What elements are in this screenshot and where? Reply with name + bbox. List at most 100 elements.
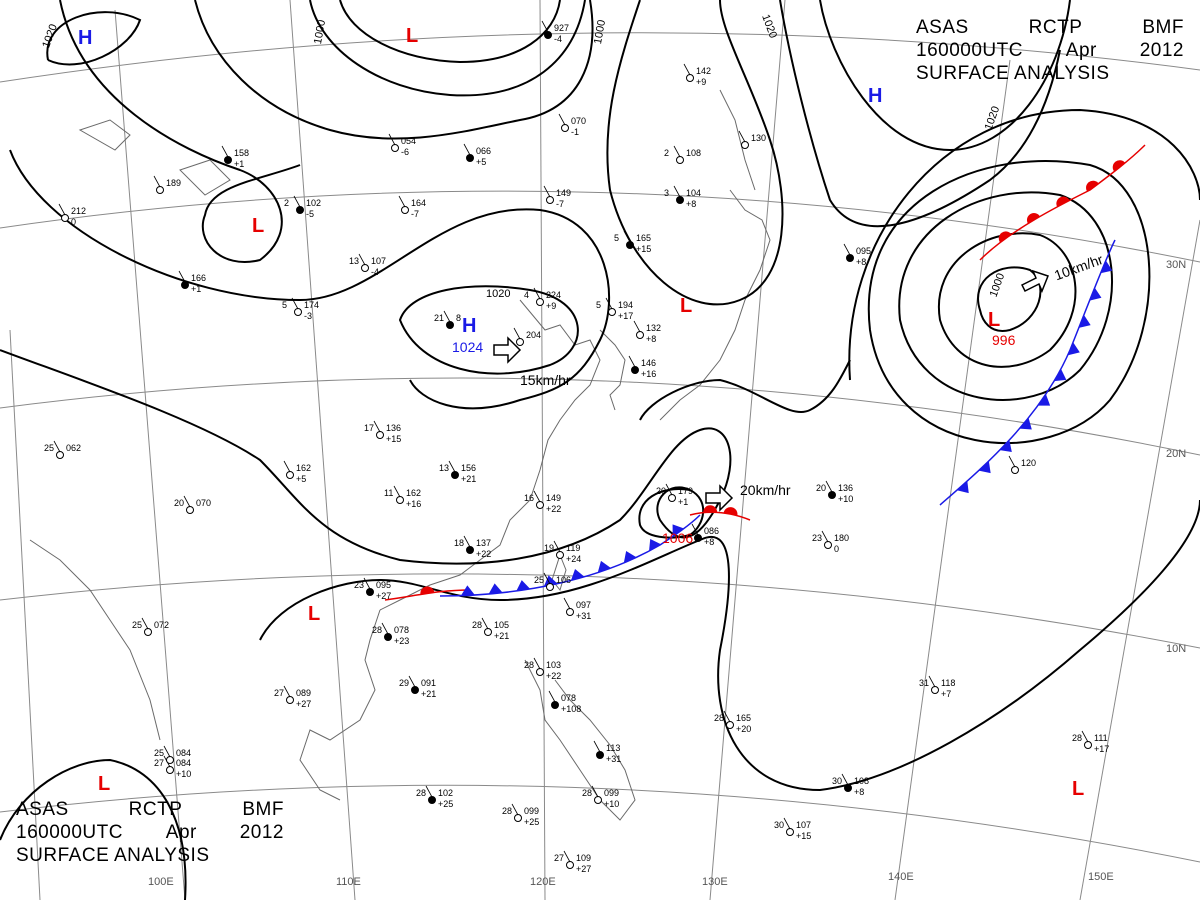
station-plot: 28 102+25 bbox=[416, 785, 453, 809]
station-temp: 28 bbox=[714, 713, 724, 723]
station-plot: 927-4 bbox=[541, 20, 569, 44]
station-pressure: 102 bbox=[306, 198, 321, 208]
station-temp: 25 bbox=[534, 575, 544, 585]
lon-label: 100E bbox=[148, 876, 174, 888]
station-tendency: +8 bbox=[854, 787, 864, 797]
wind-shaft bbox=[513, 327, 521, 340]
station-temp: 5 bbox=[614, 233, 619, 243]
station-circle bbox=[296, 206, 304, 214]
wind-shaft bbox=[293, 195, 301, 208]
station-pressure: 054 bbox=[401, 136, 416, 146]
station-circle bbox=[544, 31, 552, 39]
station-pressure: 095 bbox=[856, 246, 871, 256]
station-plot: 18 137+22 bbox=[454, 535, 491, 559]
wind-shaft bbox=[683, 63, 691, 76]
station-circle bbox=[536, 298, 544, 306]
wind-shaft bbox=[408, 675, 416, 688]
isobar-1000-low bbox=[309, 0, 586, 97]
station-tendency: -7 bbox=[556, 199, 564, 209]
station-circle bbox=[286, 696, 294, 704]
wind-shaft bbox=[723, 710, 731, 723]
station-tendency: +108 bbox=[561, 704, 581, 714]
station-tendency: +27 bbox=[296, 699, 311, 709]
station-pressure: 166 bbox=[191, 273, 206, 283]
station-temp: 27 bbox=[154, 758, 164, 768]
station-tendency: +9 bbox=[696, 77, 706, 87]
motion-label: 20km/hr bbox=[740, 482, 791, 498]
title-product: SURFACE ANALYSIS bbox=[16, 845, 210, 866]
station-circle bbox=[596, 751, 604, 759]
station-plot: 120 bbox=[1008, 455, 1036, 474]
station-tendency: +24 bbox=[566, 554, 581, 564]
warm-front-semicircle bbox=[1112, 160, 1126, 172]
station-circle bbox=[608, 308, 616, 316]
station-temp: 21 bbox=[434, 313, 444, 323]
station-plot: 28 111+17 bbox=[1072, 730, 1109, 754]
title-month: Apr bbox=[165, 822, 197, 843]
station-plot: 164-7 bbox=[398, 195, 426, 219]
wind-shaft bbox=[591, 785, 599, 798]
station-pressure: 120 bbox=[1021, 458, 1036, 468]
warm-front-pacific bbox=[979, 144, 1146, 261]
station-plot: 28 078+23 bbox=[372, 622, 409, 646]
station-plot: 28 099+25 bbox=[502, 803, 539, 827]
station-tendency: +27 bbox=[376, 591, 391, 601]
station-tendency: +8 bbox=[704, 537, 714, 547]
station-circle bbox=[824, 541, 832, 549]
station-tendency: +15 bbox=[796, 831, 811, 841]
wind-shaft bbox=[358, 253, 366, 266]
front-symbols bbox=[420, 160, 1126, 596]
station-tendency: -6 bbox=[401, 147, 409, 157]
wind-shaft bbox=[363, 577, 371, 590]
station-circle bbox=[546, 196, 554, 204]
station-temp: 19 bbox=[544, 543, 554, 553]
lat-label: 10N bbox=[1166, 643, 1186, 655]
wind-shaft bbox=[1081, 730, 1089, 743]
station-circle bbox=[428, 796, 436, 804]
station-circle bbox=[561, 124, 569, 132]
station-pressure: 8 bbox=[456, 313, 461, 323]
meridian-110e bbox=[289, 0, 356, 900]
station-plot: 28 105+21 bbox=[472, 617, 509, 641]
wind-shaft bbox=[841, 773, 849, 786]
wind-shaft bbox=[381, 622, 389, 635]
station-plot: 2 102-5 bbox=[284, 195, 321, 219]
station-tendency: +7 bbox=[941, 689, 951, 699]
isobar-label: 1020 bbox=[40, 23, 60, 50]
station-temp: 29 bbox=[399, 678, 409, 688]
parallel-20n bbox=[0, 377, 1200, 456]
station-tendency: +16 bbox=[641, 369, 656, 379]
station-plot: 30 108+8 bbox=[832, 773, 869, 797]
low-center-value: 1006 bbox=[662, 530, 693, 546]
station-plot: 27 084+10 bbox=[154, 755, 191, 779]
station-circle bbox=[594, 796, 602, 804]
extra-high-symbol: H bbox=[78, 27, 92, 49]
station-temp: 11 bbox=[384, 488, 393, 498]
title-station: RCTP bbox=[128, 799, 183, 820]
station-plot: 204 bbox=[513, 327, 541, 346]
station-plot: 158+1 bbox=[221, 145, 249, 169]
station-tendency: -7 bbox=[411, 209, 419, 219]
station-plot: 130 bbox=[738, 130, 766, 149]
extra-low-symbol: L bbox=[1072, 778, 1084, 800]
station-temp: 16 bbox=[524, 493, 534, 503]
station-pressure: 084 bbox=[176, 758, 191, 768]
parallel-30n bbox=[0, 190, 1200, 263]
title-month: Apr bbox=[1065, 40, 1097, 61]
isobar-label: 1020 bbox=[983, 105, 1003, 132]
station-pressure: 078 bbox=[561, 693, 576, 703]
station-circle bbox=[516, 338, 524, 346]
cold-front-triangle bbox=[460, 585, 475, 596]
station-pressure: 194 bbox=[618, 300, 633, 310]
station-circle bbox=[466, 546, 474, 554]
wind-shaft bbox=[673, 185, 681, 198]
meridian-120e bbox=[539, 0, 546, 900]
title-year: 2012 bbox=[1139, 40, 1184, 61]
wind-shaft bbox=[665, 483, 673, 496]
cold-front-triangle bbox=[999, 440, 1012, 452]
extra-low-symbol: L bbox=[252, 215, 264, 237]
station-plot: 25 106 bbox=[534, 572, 571, 591]
motion-arrow bbox=[705, 484, 734, 512]
lon-label: 140E bbox=[888, 871, 914, 883]
